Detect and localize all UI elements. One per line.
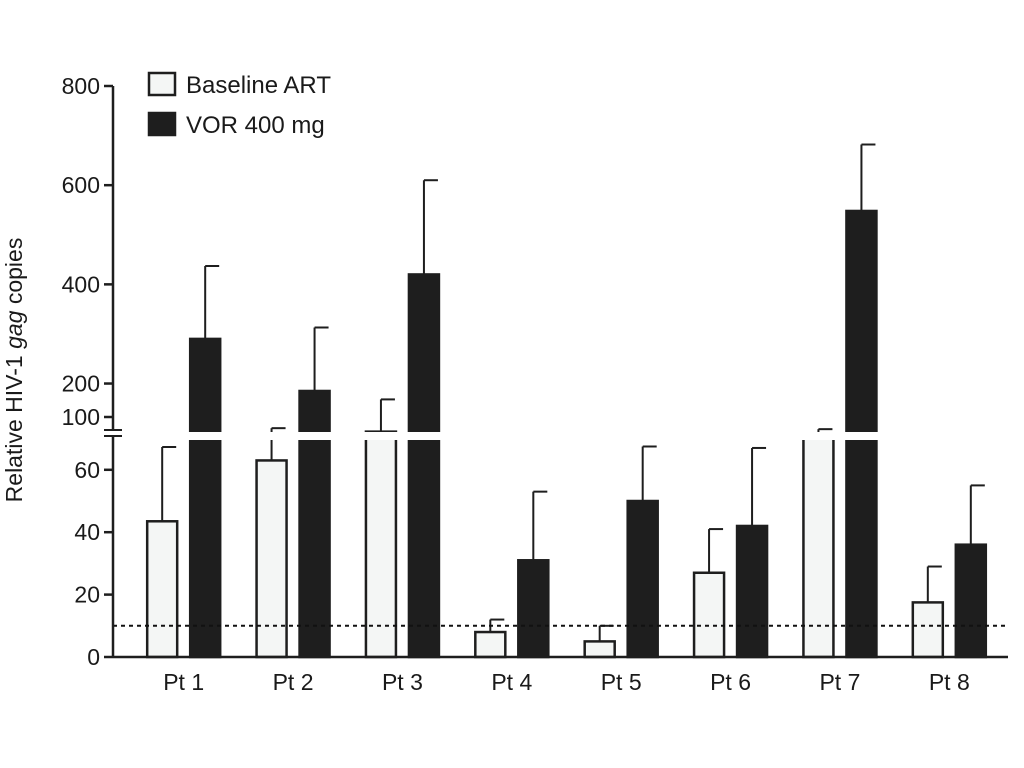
x-axis: Pt 1 Pt 2 Pt 3 Pt 4 Pt 5 Pt 6 Pt 7 Pt 8 [113, 655, 1008, 695]
bar-baseline-4 [474, 630, 507, 659]
category-label-3: Pt 3 [382, 669, 423, 695]
bar-baseline-6 [692, 571, 726, 659]
y-tick-label-60: 60 [74, 457, 100, 483]
category-label-6: Pt 6 [710, 669, 751, 695]
y-tick-label-600: 600 [62, 172, 100, 198]
bar-vor-5 [626, 499, 659, 659]
bar-baseline-8 [911, 601, 945, 659]
y-tick-label-400: 400 [62, 271, 100, 297]
bar-vor-2 [298, 389, 331, 659]
bars [113, 143, 1011, 659]
legend-swatch-vor [147, 111, 177, 137]
bar-vor-8 [954, 543, 988, 659]
y-tick-label-200: 200 [62, 371, 100, 397]
category-label-2: Pt 2 [273, 669, 314, 695]
y-tick-label-40: 40 [74, 519, 100, 545]
axis-break-band [116, 432, 1011, 440]
category-label-1: Pt 1 [163, 669, 204, 695]
bar-baseline-7 [802, 437, 835, 659]
y-tick-label-100: 100 [62, 404, 100, 430]
y-axis: 0 20 40 60 100 200 400 600 800 [62, 73, 122, 670]
bar-vor-1 [188, 337, 222, 659]
bar-vor-6 [735, 524, 769, 659]
category-label-7: Pt 7 [819, 669, 860, 695]
y-axis-label: Relative HIV-1 gag copies [1, 238, 27, 503]
y-tick-label-800: 800 [62, 73, 100, 99]
y-tick-label-20: 20 [74, 582, 100, 608]
legend: Baseline ART VOR 400 mg [147, 71, 331, 139]
category-label-5: Pt 5 [601, 669, 642, 695]
bar-baseline-2 [255, 459, 288, 659]
legend-label-vor: VOR 400 mg [186, 112, 325, 139]
bar-baseline-3 [364, 430, 398, 659]
bar-vor-3 [407, 273, 441, 659]
category-label-8: Pt 8 [929, 669, 970, 695]
category-label-4: Pt 4 [491, 669, 532, 695]
bar-baseline-1 [145, 520, 179, 659]
bar-vor-4 [517, 559, 550, 659]
bar-baseline-5 [583, 640, 616, 659]
y-tick-label-0: 0 [87, 644, 100, 670]
legend-swatch-baseline [147, 71, 177, 97]
legend-label-baseline: Baseline ART [186, 72, 331, 99]
